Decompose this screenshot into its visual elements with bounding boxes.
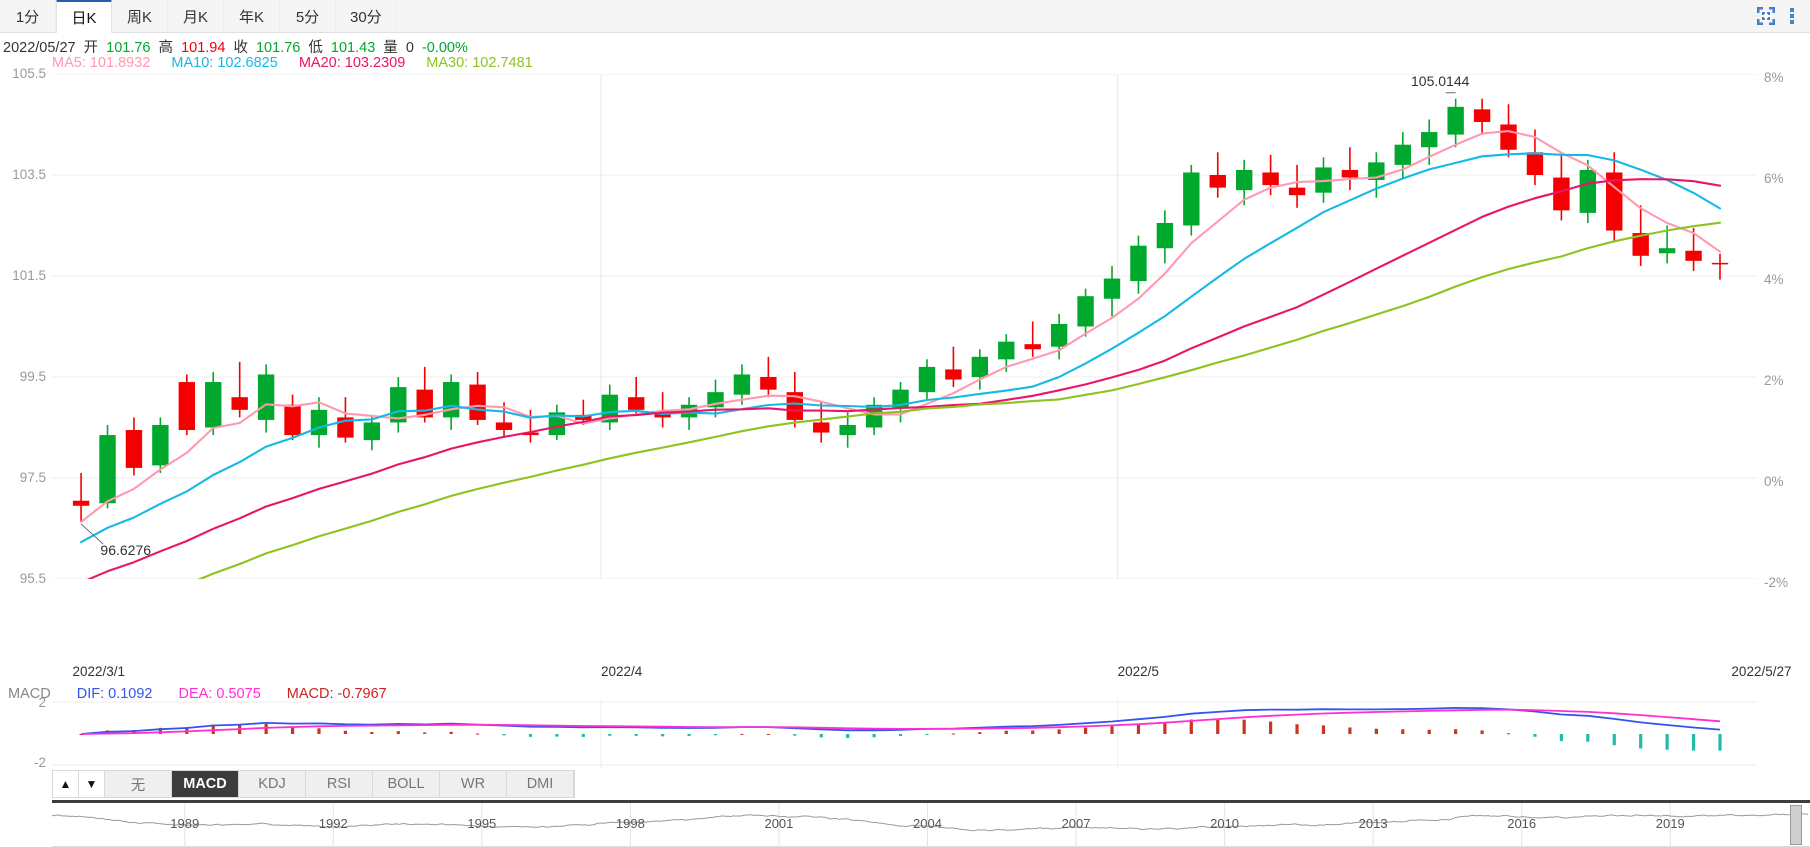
compress-icon[interactable] — [1756, 6, 1776, 26]
tab-label: 日K — [71, 10, 97, 27]
price-tick-left: 95.5 — [19, 571, 46, 586]
pct-tick-right: 8% — [1764, 70, 1784, 85]
indicator-scroll-up-button[interactable]: ▲ — [53, 771, 79, 797]
price-tick-left: 103.5 — [12, 167, 46, 182]
macd-tick-top: 2 — [38, 695, 46, 710]
range-overview[interactable]: 1989 1992 1995 1998 2001 2004 2007 2010 2013 2016… — [52, 800, 1810, 847]
pct-tick-right: 2% — [1764, 373, 1784, 388]
quote-high-label: 高 — [158, 40, 174, 56]
indicator-tab-macd[interactable]: MACD — [172, 771, 239, 797]
macd-legend: MACD DIF: 0.1092 DEA: 0.5075 MACD: -0.79… — [8, 686, 409, 702]
macd-dea-value: DEA: 0.5075 — [178, 686, 261, 702]
high-price-annotation: 105.0144 — [1411, 72, 1470, 89]
tab-label: 年K — [238, 8, 264, 26]
quote-open: 101.76 — [106, 40, 151, 56]
macd-tick-bottom: -2 — [33, 755, 46, 770]
date-tick: 2022/4 — [601, 664, 643, 679]
tab-1min[interactable]: 1分 — [0, 0, 56, 32]
range-handle-right[interactable] — [1790, 805, 1802, 845]
quote-change-pct: -0.00% — [421, 40, 468, 56]
price-tick-left: 101.5 — [12, 268, 46, 283]
more-vertical-icon[interactable] — [1790, 6, 1796, 26]
quote-low-label: 低 — [308, 40, 323, 56]
pct-tick-right: 6% — [1764, 171, 1784, 186]
quote-open-label: 开 — [83, 40, 99, 56]
quote-volume: 0 — [405, 40, 414, 56]
tab-label: 30分 — [350, 8, 382, 26]
price-axis-right: 8% 6% 4% 2% 0% -2% — [1758, 70, 1810, 590]
macd-axis: 2 -2 — [0, 695, 50, 770]
pct-tick-right: 0% — [1764, 474, 1784, 489]
tab-5min[interactable]: 5分 — [280, 0, 336, 32]
macd-title: MACD — [8, 686, 51, 702]
low-price-annotation: 96.6276 — [100, 541, 152, 558]
macd-pane[interactable] — [52, 700, 1757, 768]
quote-high: 101.94 — [181, 40, 226, 56]
overview-sparkline — [52, 803, 1809, 847]
ma10-legend: MA10: 102.6825 — [171, 55, 278, 71]
ma-legend: MA5: 101.8932 MA10: 102.6825 MA20: 103.2… — [52, 55, 550, 71]
macd-chart-svg — [52, 700, 1757, 768]
indicator-scroll-down-button[interactable]: ▼ — [79, 771, 105, 797]
quote-date: 2022/05/27 — [3, 40, 76, 56]
tab-monthly[interactable]: 月K — [168, 0, 224, 32]
indicator-tab-kdj[interactable]: KDJ — [239, 771, 306, 797]
price-chart-pane[interactable] — [52, 74, 1757, 579]
tab-label: 月K — [182, 8, 208, 26]
pct-tick-right: -2% — [1764, 575, 1789, 590]
date-axis: 2022/3/1 2022/4 2022/5 2022/5/27 — [0, 664, 1810, 686]
tab-label: 周K — [126, 8, 152, 26]
tab-30min[interactable]: 30分 — [336, 0, 397, 32]
tabbar-spacer — [396, 0, 1742, 32]
macd-macd-value: MACD: -0.7967 — [286, 686, 387, 702]
quote-volume-label: 量 — [383, 40, 398, 56]
quote-low: 101.43 — [330, 40, 376, 56]
pct-tick-right: 4% — [1764, 272, 1784, 287]
indicator-tab-none[interactable]: 无 — [105, 771, 172, 797]
price-axis-left: 105.5 103.5 101.5 99.5 97.5 95.5 — [0, 66, 50, 586]
indicator-tabbar: ▲ ▼ 无 MACD KDJ RSI BOLL WR DMI — [52, 770, 575, 798]
tab-weekly[interactable]: 周K — [112, 0, 168, 32]
ma5-legend: MA5: 101.8932 — [52, 55, 151, 71]
toolbar-icons — [1742, 0, 1810, 32]
price-chart-svg — [52, 74, 1757, 579]
timeframe-tabbar: 1分 日K 周K 月K 年K 5分 30分 — [0, 0, 1810, 33]
quote-close: 101.76 — [255, 40, 301, 56]
ma30-legend: MA30: 102.7481 — [426, 55, 533, 71]
quote-close-label: 收 — [233, 40, 248, 56]
price-tick-left: 97.5 — [19, 470, 46, 485]
indicator-tab-dmi[interactable]: DMI — [507, 771, 574, 797]
date-tick: 2022/5 — [1117, 664, 1159, 679]
price-tick-left: 99.5 — [19, 369, 46, 384]
indicator-tab-boll[interactable]: BOLL — [373, 771, 440, 797]
tab-label: 1分 — [15, 8, 40, 26]
range-overview-inner[interactable]: 1989 1992 1995 1998 2001 2004 2007 2010 2013 2016… — [52, 803, 1810, 847]
ma20-legend: MA20: 103.2309 — [298, 55, 406, 71]
price-tick-left: 105.5 — [12, 66, 46, 81]
tab-daily[interactable]: 日K — [56, 0, 112, 33]
date-tick: 2022/3/1 — [72, 664, 126, 679]
indicator-tab-wr[interactable]: WR — [440, 771, 507, 797]
date-tick: 2022/5/27 — [1731, 664, 1792, 679]
macd-dif-value: DIF: 0.1092 — [76, 686, 153, 702]
quote-legend: 2022/05/27 开 101.76 高 101.94 收 101.76 低 … — [3, 36, 472, 57]
indicator-tab-rsi[interactable]: RSI — [306, 771, 373, 797]
tab-label: 5分 — [295, 8, 320, 26]
tab-yearly[interactable]: 年K — [224, 0, 280, 32]
